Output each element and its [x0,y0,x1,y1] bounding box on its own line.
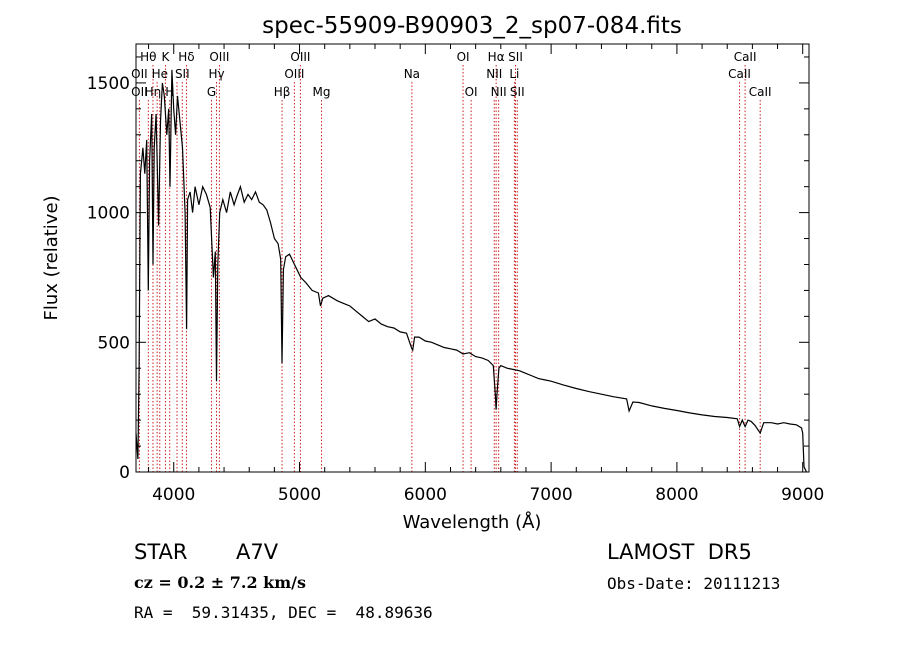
survey-name: LAMOST DR5 [607,540,752,564]
line-label-15: NII [486,67,502,81]
line-label-2: Hδ [178,50,194,64]
x-tick-label-2: 6000 [404,485,447,505]
line-label-22: Hβ [274,85,291,99]
line-label-6: Hα [488,50,505,64]
line-label-21: G [207,85,216,99]
line-label-25: NII [491,85,507,99]
line-label-1: K [161,50,170,64]
x-axis-label: Wavelength (Å) [403,511,542,533]
line-label-11: SII [175,67,190,81]
line-label-14: Na [404,67,420,81]
y-tick-label-0: 0 [119,463,130,483]
coordinates: RA = 59.31435, DEC = 48.89636 [134,603,433,622]
y-tick-label-2: 1000 [87,204,130,224]
line-label-19: Hη [145,85,162,99]
plot-frame [135,43,810,473]
line-label-10: He [152,67,168,81]
chart-title: spec-55909-B90903_2_sp07-084.fits [262,13,682,39]
line-label-8: CaII [734,50,757,64]
line-label-13: OIII [284,67,304,81]
line-label-23: Mg [313,85,331,99]
x-tick-label-3: 7000 [529,485,572,505]
object-class: STAR [134,540,188,564]
redshift-cz: cz = 0.2 ± 7.2 km/s [134,573,307,592]
line-label-0: Hθ [140,50,156,64]
line-markers [138,65,761,472]
line-label-12: Hγ [208,67,224,81]
line-label-20: H [165,85,174,99]
x-tick-label-5: 9000 [781,485,824,505]
line-label-7: SII [508,50,523,64]
line-label-24: OI [465,85,478,99]
line-label-17: CaII [728,67,751,81]
line-label-16: Li [509,67,519,81]
line-label-9: OII [131,67,148,81]
line-label-27: CaII [749,85,772,99]
line-label-18: OII [131,85,148,99]
y-tick-label-1: 500 [98,333,130,353]
y-axis-label: Flux (relative) [41,195,62,320]
y-tick-label-3: 1500 [87,74,130,94]
obs-date: Obs-Date: 20111213 [607,574,781,593]
line-label-3: OIII [209,50,229,64]
x-tick-label-0: 4000 [152,485,195,505]
line-label-4: OIII [290,50,310,64]
x-tick-label-1: 5000 [278,485,321,505]
x-tick-label-4: 8000 [655,485,698,505]
spectrum-line [135,69,808,473]
line-label-5: OI [457,50,470,64]
object-subclass: A7V [236,540,279,564]
line-label-26: SII [510,85,525,99]
axis-ticks: 4000 5000 6000 7000 8000 9000 0 500 1000 1500 [87,44,824,505]
